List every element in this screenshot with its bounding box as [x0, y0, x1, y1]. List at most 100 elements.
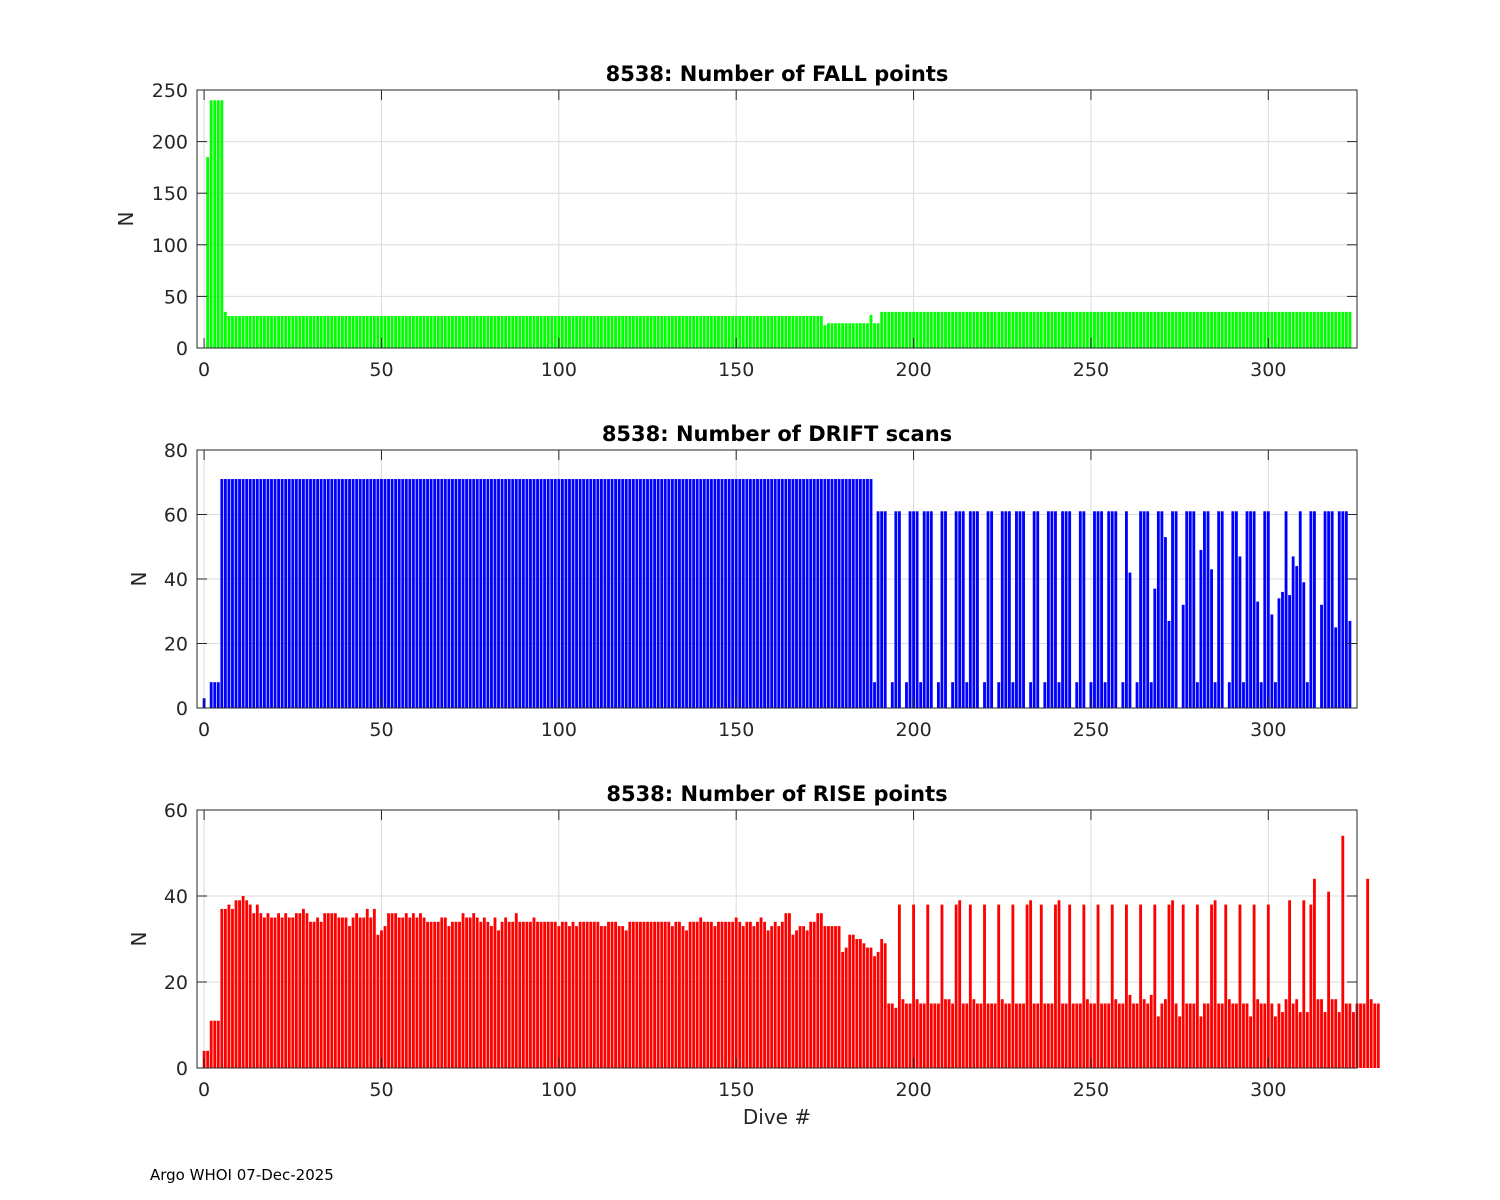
- bar: [447, 926, 451, 1068]
- bar: [695, 316, 699, 348]
- bar: [766, 479, 770, 708]
- bar: [1217, 511, 1221, 708]
- bar: [961, 511, 965, 708]
- bar: [1238, 311, 1242, 348]
- bar: [887, 1003, 891, 1068]
- bar: [702, 921, 706, 1068]
- bar: [951, 1003, 955, 1068]
- bar: [777, 316, 781, 348]
- bar: [1057, 682, 1061, 708]
- bar: [1015, 1003, 1018, 1068]
- bar: [929, 511, 933, 708]
- bar: [1068, 311, 1072, 348]
- bar: [1128, 994, 1132, 1068]
- bar: [337, 917, 341, 1068]
- bar: [759, 917, 763, 1068]
- bar: [741, 316, 745, 348]
- bar: [1266, 311, 1270, 348]
- bar: [213, 682, 217, 708]
- bar: [209, 1020, 213, 1068]
- bar: [1270, 1003, 1274, 1068]
- bar: [1199, 311, 1203, 348]
- bar: [1281, 591, 1284, 708]
- bar: [305, 316, 309, 348]
- x-axis-label: Dive #: [743, 1105, 811, 1129]
- bar: [624, 479, 628, 708]
- bar: [894, 311, 898, 348]
- bar: [926, 904, 930, 1068]
- bar: [940, 904, 944, 1068]
- bar: [997, 311, 1001, 348]
- bar: [1061, 1003, 1064, 1068]
- bar: [1007, 311, 1011, 348]
- bar: [1320, 999, 1323, 1068]
- bar: [1337, 511, 1341, 708]
- bar: [1107, 511, 1111, 708]
- bar: [1036, 1003, 1040, 1068]
- bar: [1125, 511, 1128, 708]
- x-tick-label: 200: [895, 359, 931, 381]
- bar: [560, 479, 564, 708]
- bar: [440, 917, 444, 1068]
- bar: [543, 316, 547, 348]
- bar: [603, 479, 607, 708]
- bar: [1263, 311, 1267, 348]
- bar: [450, 479, 454, 708]
- bar: [582, 316, 586, 348]
- bar: [954, 311, 958, 348]
- bar: [1252, 511, 1256, 708]
- bar: [262, 917, 266, 1068]
- bar: [873, 323, 876, 348]
- bar: [387, 316, 390, 348]
- bar: [706, 921, 710, 1068]
- bar: [1139, 511, 1143, 708]
- bar: [897, 904, 901, 1068]
- bar: [1142, 311, 1146, 348]
- bar: [1234, 311, 1238, 348]
- x-tick-label: 300: [1250, 1079, 1286, 1101]
- bar: [1025, 904, 1029, 1068]
- bar: [585, 479, 589, 708]
- bar: [947, 311, 951, 348]
- bar: [511, 316, 515, 348]
- bar: [1064, 511, 1068, 708]
- bar: [376, 479, 380, 708]
- bar: [773, 479, 777, 708]
- bar: [958, 311, 962, 348]
- bar: [408, 316, 412, 348]
- bar: [848, 934, 852, 1068]
- bar: [291, 479, 295, 708]
- bar: [443, 316, 447, 348]
- bar: [568, 316, 571, 348]
- bar: [543, 921, 547, 1068]
- bar: [837, 926, 841, 1068]
- bar: [1054, 904, 1057, 1068]
- bar: [614, 921, 618, 1068]
- bar: [890, 311, 894, 348]
- bar: [589, 479, 593, 708]
- bar: [876, 323, 880, 348]
- bar: [1032, 311, 1036, 348]
- bar: [387, 913, 390, 1068]
- bar: [791, 316, 795, 348]
- bar: [323, 479, 327, 708]
- bar: [454, 921, 458, 1068]
- bar: [621, 479, 625, 708]
- bar: [284, 479, 288, 708]
- bar: [231, 479, 234, 708]
- bar: [695, 921, 699, 1068]
- bar: [827, 323, 830, 348]
- bar: [1054, 511, 1057, 708]
- bar: [1093, 1003, 1096, 1068]
- bar: [990, 311, 994, 348]
- bar: [1156, 511, 1160, 708]
- bar: [507, 479, 511, 708]
- bar: [1082, 904, 1086, 1068]
- bar: [1149, 682, 1153, 708]
- bar: [1284, 999, 1288, 1068]
- bar: [1217, 1003, 1221, 1068]
- bar: [844, 479, 848, 708]
- bar: [440, 316, 444, 348]
- bar: [827, 479, 830, 708]
- bar: [1281, 311, 1284, 348]
